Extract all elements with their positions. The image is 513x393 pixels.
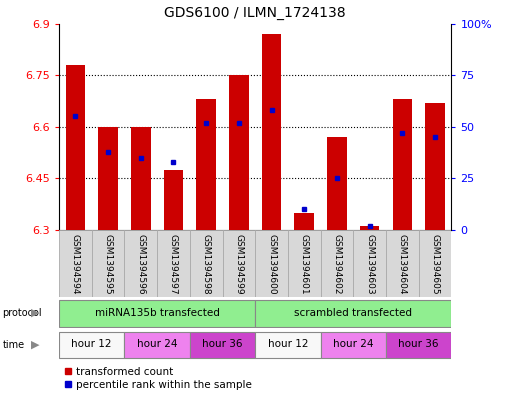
Text: hour 36: hour 36 (202, 339, 243, 349)
Bar (255, 332, 321, 358)
Bar (59, 332, 124, 358)
Text: GSM1394604: GSM1394604 (398, 234, 407, 294)
Text: GSM1394601: GSM1394601 (300, 234, 309, 294)
Bar (255, 230, 288, 297)
Text: hour 36: hour 36 (399, 339, 439, 349)
Text: miRNA135b transfected: miRNA135b transfected (95, 308, 220, 318)
Text: hour 12: hour 12 (71, 339, 112, 349)
Text: protocol: protocol (3, 308, 42, 318)
Bar (419, 230, 451, 297)
Bar (386, 332, 451, 358)
Bar (124, 230, 157, 297)
Bar (157, 230, 190, 297)
Bar (190, 230, 223, 297)
Bar (223, 230, 255, 297)
Bar (262, 34, 281, 230)
Bar (288, 230, 321, 297)
Bar (229, 75, 249, 230)
Text: ▶: ▶ (31, 308, 40, 318)
Text: hour 24: hour 24 (333, 339, 373, 349)
Text: time: time (3, 340, 25, 350)
Bar (392, 99, 412, 230)
Text: ▶: ▶ (31, 340, 40, 350)
Text: hour 12: hour 12 (268, 339, 308, 349)
Bar (425, 103, 445, 230)
Bar (321, 230, 353, 297)
Bar (327, 137, 347, 230)
Text: GSM1394599: GSM1394599 (234, 234, 243, 294)
Text: GSM1394600: GSM1394600 (267, 234, 276, 294)
Bar (59, 230, 92, 297)
Bar (92, 230, 125, 297)
Bar (321, 332, 386, 358)
Text: GSM1394603: GSM1394603 (365, 234, 374, 294)
Bar (360, 226, 380, 230)
Text: GSM1394595: GSM1394595 (104, 234, 112, 294)
Bar (255, 300, 451, 327)
Bar (196, 99, 216, 230)
Bar (164, 170, 183, 230)
Text: hour 24: hour 24 (137, 339, 177, 349)
Text: GSM1394594: GSM1394594 (71, 234, 80, 294)
Text: scrambled transfected: scrambled transfected (294, 308, 412, 318)
Legend: transformed count, percentile rank within the sample: transformed count, percentile rank withi… (64, 367, 251, 390)
Bar (124, 332, 190, 358)
Bar (59, 300, 255, 327)
Bar (353, 230, 386, 297)
Bar (294, 213, 314, 230)
Bar (66, 65, 85, 230)
Bar (190, 332, 255, 358)
Bar (98, 127, 118, 230)
Bar (131, 127, 150, 230)
Title: GDS6100 / ILMN_1724138: GDS6100 / ILMN_1724138 (164, 6, 346, 20)
Text: GSM1394602: GSM1394602 (332, 234, 342, 294)
Text: GSM1394597: GSM1394597 (169, 234, 178, 294)
Text: GSM1394596: GSM1394596 (136, 234, 145, 294)
Text: GSM1394605: GSM1394605 (430, 234, 440, 294)
Text: GSM1394598: GSM1394598 (202, 234, 211, 294)
Bar (386, 230, 419, 297)
